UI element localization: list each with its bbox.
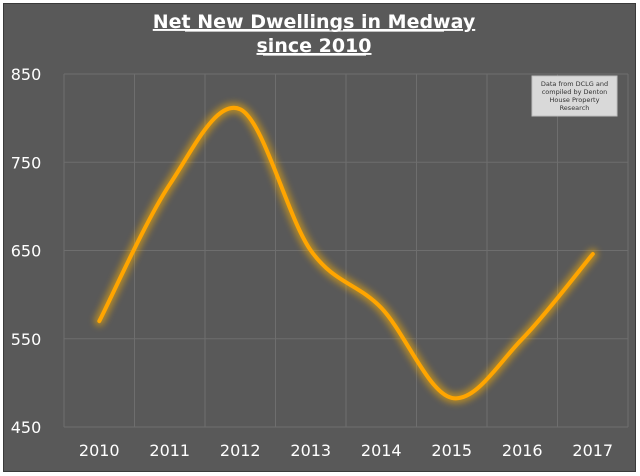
- data-source-note: Data from DCLG and compiled by Denton Ho…: [531, 75, 618, 117]
- series-layer: [94, 102, 598, 404]
- x-tick-label-2016: 2016: [502, 441, 543, 460]
- x-tick-label-2013: 2013: [290, 441, 331, 460]
- y-tick-label-750: 750: [11, 153, 42, 172]
- data-source-note-line-3: House Property: [550, 96, 600, 104]
- data-source-note-box: [531, 75, 618, 117]
- chart-title-line-2: since 2010: [257, 35, 372, 57]
- x-tick-label-2015: 2015: [431, 441, 472, 460]
- x-tick-label-2011: 2011: [149, 441, 190, 460]
- x-tick-label-2014: 2014: [361, 441, 402, 460]
- x-tick-label-2017: 2017: [572, 441, 613, 460]
- y-tick-label-650: 650: [11, 242, 42, 261]
- y-tick-label-850: 850: [11, 65, 42, 84]
- data-source-note-line-4: Research: [560, 104, 590, 112]
- chart-frame: Net New Dwellings in Medway since 2010 4…: [3, 3, 636, 472]
- data-source-note-line-2: compiled by Denton: [542, 88, 608, 96]
- x-axis-tick-labels: 2010 2011 2012 2013 2014 2015 2016 2017: [79, 441, 613, 460]
- x-tick-label-2012: 2012: [220, 441, 261, 460]
- series-line: [97, 105, 595, 401]
- y-tick-label-550: 550: [11, 330, 42, 349]
- y-tick-label-450: 450: [11, 418, 42, 437]
- y-axis-tick-labels: 450 550 650 750 850: [11, 65, 42, 437]
- chart-title-line-1: Net New Dwellings in Medway: [153, 11, 476, 33]
- x-tick-label-2010: 2010: [79, 441, 120, 460]
- line-chart: Net New Dwellings in Medway since 2010 4…: [11, 11, 629, 460]
- data-source-note-line-1: Data from DCLG and: [541, 80, 608, 88]
